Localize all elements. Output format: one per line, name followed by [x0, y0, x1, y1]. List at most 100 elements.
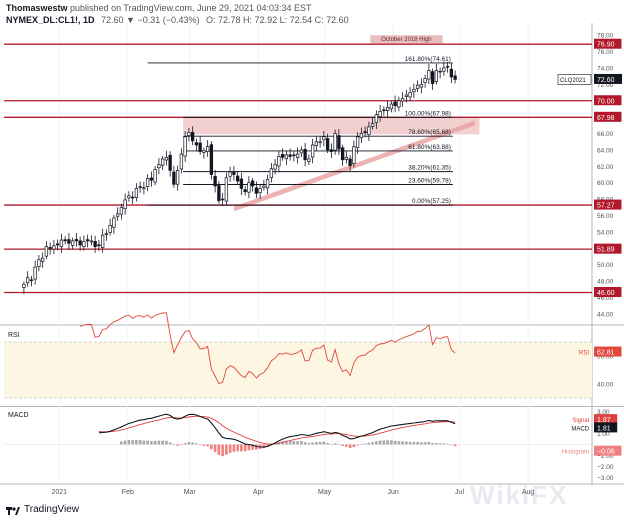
macd-histogram-bar: [386, 440, 389, 445]
candle-body: [258, 188, 262, 193]
macd-histogram-bar: [397, 441, 401, 445]
candle-body: [299, 149, 304, 154]
fib-level-label: 100.00%(67.98): [405, 110, 451, 117]
macd-histogram-bar: [251, 444, 254, 450]
candle-body: [408, 92, 412, 98]
candle-body: [175, 170, 180, 185]
macd-histogram-bar: [345, 444, 348, 447]
candle-body: [292, 154, 296, 157]
macd-histogram-bar: [322, 441, 326, 445]
candle-body: [400, 97, 405, 102]
candle-body: [419, 84, 424, 88]
level-price-label-bg: [594, 95, 622, 106]
candle-body: [430, 71, 435, 84]
price-tick-label: 44.00: [597, 311, 614, 318]
level-price-label-bg: [594, 111, 622, 122]
macd-tick-label: −3.00: [597, 475, 614, 482]
macd-histogram-bar: [221, 444, 224, 457]
macd-histogram-bar: [326, 442, 329, 445]
macd-histogram-bar: [416, 442, 419, 445]
candle-body: [119, 206, 124, 215]
candle-body: [273, 164, 277, 170]
candle-body: [288, 154, 292, 157]
candle-body: [209, 144, 214, 175]
x-tick-label: 2021: [51, 489, 67, 496]
candle-body: [179, 153, 184, 170]
candle-body: [164, 156, 169, 161]
price-tick-label: 54.00: [597, 229, 614, 236]
candle-body: [359, 133, 364, 138]
candle-body: [363, 131, 367, 134]
x-tick-label: Jun: [388, 489, 399, 496]
candle-body: [277, 156, 281, 167]
candle-body: [93, 241, 97, 247]
candle-body: [427, 70, 431, 80]
macd-histogram-bar: [285, 440, 288, 445]
macd-histogram-bar: [401, 441, 404, 445]
macd-histogram-bar: [198, 444, 202, 446]
level-price-label: 70.00: [597, 98, 615, 105]
macd-histogram-bar: [442, 443, 446, 445]
macd-histogram-bar: [161, 440, 164, 445]
candle-body: [187, 132, 191, 136]
candle-body: [40, 257, 45, 262]
candle-body: [205, 146, 210, 152]
x-tick-label: Feb: [122, 489, 134, 496]
candle-body: [25, 277, 30, 284]
price-tick-label: 76.00: [597, 49, 614, 56]
level-price-label: 76.90: [597, 42, 615, 49]
macd-histogram-bar: [352, 444, 356, 448]
candle-body: [168, 154, 172, 171]
macd-histogram-bar: [315, 442, 318, 445]
macd-histogram-bar: [123, 440, 127, 445]
macd-histogram-bar: [375, 441, 378, 445]
candle-body: [149, 177, 154, 181]
macd-line: [98, 413, 456, 448]
macd-last-label: −0.06: [597, 449, 615, 456]
candle-body: [44, 246, 49, 257]
macd-last-label-bg: [594, 414, 618, 425]
macd-histogram-bar: [348, 444, 352, 449]
candle-body: [280, 154, 285, 158]
macd-histogram-bar: [341, 444, 344, 446]
tradingview-brand: TradingView: [6, 504, 79, 515]
macd-histogram-bar: [266, 444, 269, 447]
level-price-label: 57.27: [597, 203, 615, 210]
candle-body: [100, 234, 105, 249]
candle-body: [153, 169, 157, 183]
candle-body: [160, 158, 165, 166]
macd-tick-label: 1.00: [597, 431, 610, 438]
candle-body: [138, 186, 142, 188]
macd-histogram-bar: [206, 444, 209, 447]
macd-histogram-bar: [236, 444, 239, 452]
candle-body: [352, 146, 356, 164]
rsi-tag: RSI: [579, 351, 589, 357]
candle-body: [235, 175, 240, 182]
level-price-label-bg: [594, 38, 622, 49]
candle-body: [52, 245, 56, 250]
macd-histogram-bar: [172, 444, 176, 446]
macd-histogram-bar: [183, 443, 187, 445]
macd-histogram-bar: [420, 442, 423, 445]
price-tick-label: 78.00: [597, 33, 614, 40]
macd-last-label: 1.81: [597, 425, 611, 432]
price-tick-label: 64.00: [597, 147, 614, 154]
candle-body: [198, 142, 202, 152]
candle-body: [367, 126, 371, 135]
candle-body: [243, 189, 247, 193]
macd-histogram-bar: [431, 443, 434, 445]
fib-level-label: 161.80%(74.61): [405, 56, 451, 63]
candle-body: [378, 111, 382, 118]
price-tick-label: 72.00: [597, 82, 614, 89]
macd-histogram-bar: [405, 441, 408, 445]
candle-body: [412, 88, 416, 93]
rsi-last-label-bg: [594, 346, 622, 357]
macd-histogram-bar: [288, 440, 292, 445]
macd-tick-label: −1.00: [597, 453, 614, 460]
macd-histogram-bar: [367, 442, 371, 445]
rsi-line: [79, 312, 456, 385]
macd-histogram-bar: [187, 441, 191, 445]
candle-body: [74, 239, 79, 242]
macd-histogram-bar: [382, 440, 386, 445]
